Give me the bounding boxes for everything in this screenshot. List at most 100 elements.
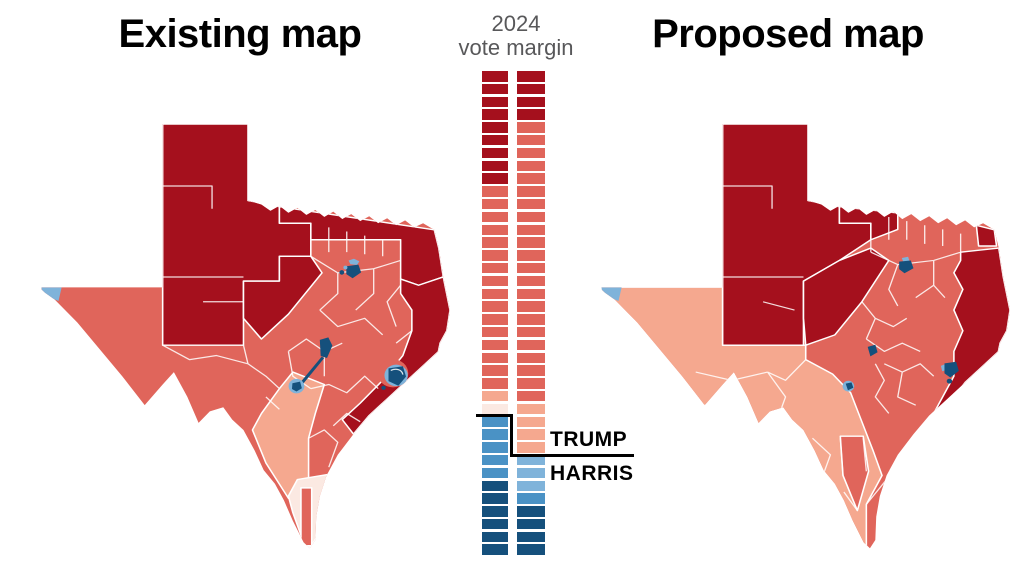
district-square <box>482 403 508 415</box>
district-square <box>482 480 508 491</box>
existing-rio-grande-valley-region <box>287 470 348 549</box>
district-square <box>482 288 508 300</box>
district-square <box>482 262 508 274</box>
district-square <box>517 173 545 184</box>
legend-title-year: 2024 <box>491 11 541 36</box>
san-antonio-district <box>845 382 854 391</box>
el-paso-district <box>601 287 622 301</box>
district-square <box>482 442 508 453</box>
proposed-map <box>601 124 1011 549</box>
district-square <box>482 454 508 466</box>
proposed-map-title: Proposed map <box>652 12 924 56</box>
district-square <box>517 467 545 479</box>
district-square <box>482 160 508 172</box>
district-square <box>517 326 545 338</box>
existing-map-districts <box>41 124 451 549</box>
district-square <box>482 122 508 133</box>
district-square <box>517 237 545 248</box>
austin-district <box>319 337 333 359</box>
district-square <box>482 339 508 351</box>
legend-title: 2024 vote margin <box>440 12 592 60</box>
el-paso-district <box>41 287 62 301</box>
vote-margin-column-existing <box>482 71 508 557</box>
district-square <box>482 198 508 210</box>
proposed-central-band-region <box>802 247 890 346</box>
dallas-district <box>346 264 362 279</box>
district-square <box>517 403 545 415</box>
austin-san-antonio-corridor-district <box>300 356 325 384</box>
district-square <box>517 429 545 440</box>
district-square <box>517 518 545 530</box>
district-square <box>517 122 545 133</box>
district-square <box>517 365 545 376</box>
district-square <box>517 378 545 389</box>
district-square <box>517 147 545 159</box>
district-square <box>517 250 545 261</box>
dallas-light-blue-district <box>348 258 360 265</box>
dallas-light-blue-district <box>901 256 910 262</box>
district-square <box>482 416 508 428</box>
district-square <box>517 454 545 466</box>
trump-harris-divider-proposed <box>510 454 634 457</box>
trump-label: TRUMP <box>550 428 628 451</box>
district-square <box>517 96 545 108</box>
houston-district <box>944 361 959 378</box>
fort-worth-light-blue-district <box>343 265 348 270</box>
fort-worth-district <box>339 270 345 275</box>
district-square <box>517 71 545 82</box>
houston-south-district <box>946 378 953 384</box>
district-square <box>482 506 508 517</box>
houston-south-district <box>381 385 386 390</box>
district-square <box>482 186 508 197</box>
district-square <box>482 301 508 312</box>
district-square <box>482 109 508 120</box>
proposed-map-districts <box>601 124 1011 549</box>
trump-harris-divider-step <box>510 414 513 457</box>
district-square <box>482 83 508 95</box>
trump-harris-divider-existing <box>476 414 513 417</box>
district-square <box>482 275 508 287</box>
existing-map <box>41 124 451 549</box>
district-square <box>482 518 508 530</box>
district-square <box>482 429 508 440</box>
district-square <box>517 301 545 312</box>
district-square <box>482 173 508 184</box>
district-square <box>517 186 545 197</box>
district-square <box>517 506 545 517</box>
existing-central-band-region <box>242 255 323 340</box>
district-square <box>517 416 545 428</box>
district-square <box>482 71 508 82</box>
legend-title-text: vote margin <box>458 35 574 60</box>
district-square <box>517 442 545 453</box>
district-square <box>482 352 508 364</box>
existing-valley-strip-region <box>300 487 313 547</box>
district-square <box>482 378 508 389</box>
district-square <box>482 224 508 236</box>
district-square <box>517 109 545 120</box>
district-square <box>517 390 545 402</box>
district-square <box>517 339 545 351</box>
district-square <box>482 544 508 555</box>
existing-map-title: Existing map <box>118 12 362 56</box>
district-square <box>517 134 545 146</box>
dallas-district <box>899 260 914 274</box>
district-square <box>482 390 508 402</box>
district-square <box>517 262 545 274</box>
district-square <box>482 365 508 376</box>
district-square <box>482 211 508 223</box>
district-square <box>517 544 545 555</box>
district-square <box>482 467 508 479</box>
district-square <box>482 314 508 325</box>
proposed-northeast-corner-region <box>975 224 998 247</box>
san-antonio-district <box>291 381 302 392</box>
district-square <box>482 531 508 543</box>
district-square <box>517 224 545 236</box>
district-square <box>482 96 508 108</box>
district-square <box>517 314 545 325</box>
district-square <box>517 211 545 223</box>
district-square <box>517 160 545 172</box>
vote-margin-column-proposed <box>517 71 545 557</box>
district-square <box>482 326 508 338</box>
district-square <box>482 237 508 248</box>
district-square <box>482 147 508 159</box>
